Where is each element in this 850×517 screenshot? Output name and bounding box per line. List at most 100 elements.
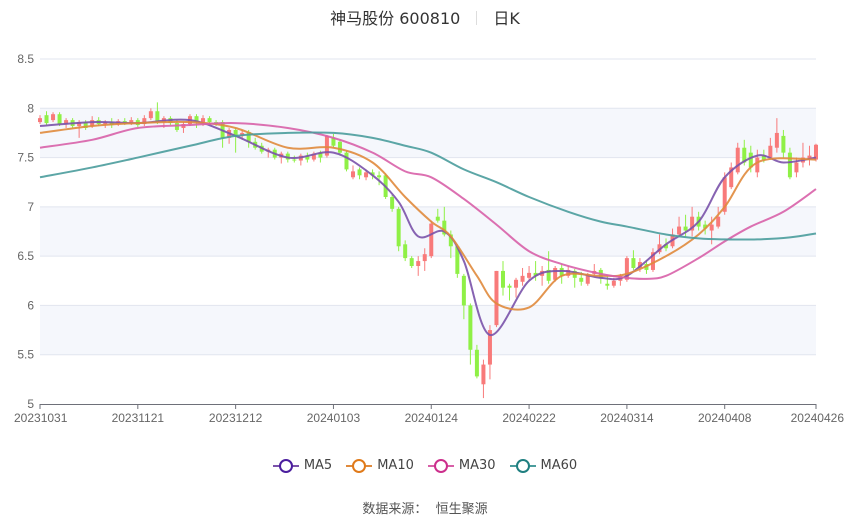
candle-down[interactable] — [233, 128, 238, 153]
candle-down[interactable] — [461, 273, 466, 320]
candle-up[interactable] — [51, 112, 56, 123]
candle-up[interactable] — [148, 108, 153, 121]
candle-up[interactable] — [729, 162, 734, 190]
legend-item-ma60[interactable]: MA60 — [509, 458, 577, 473]
candle-body — [722, 177, 727, 212]
candle-up[interactable] — [690, 206, 695, 237]
candle-body — [416, 261, 421, 266]
candle-down[interactable] — [546, 251, 551, 284]
source-label: 数据来源： — [362, 502, 428, 517]
candle-body — [83, 122, 88, 128]
candle-down[interactable] — [331, 133, 336, 148]
candle-body — [455, 246, 460, 274]
grid-band — [40, 305, 816, 355]
candle-up[interactable] — [38, 115, 42, 125]
candle-body — [129, 120, 134, 124]
candle-up[interactable] — [677, 216, 682, 237]
candle-down[interactable] — [435, 208, 440, 223]
candle-body — [664, 244, 669, 249]
candle-down[interactable] — [455, 244, 460, 278]
candle-body — [305, 155, 310, 160]
candle-body — [38, 118, 42, 123]
candle-down[interactable] — [500, 261, 505, 296]
grid-band — [40, 108, 816, 158]
line-ma30 — [39, 121, 817, 280]
legend-item-ma10[interactable]: MA10 — [346, 458, 414, 473]
candle-up[interactable] — [311, 151, 316, 162]
candle-up[interactable] — [429, 220, 434, 259]
candle-down[interactable] — [403, 240, 408, 262]
candle-body — [155, 111, 160, 123]
candle-up[interactable] — [807, 145, 812, 166]
source-value: 恒生聚源 — [435, 502, 488, 517]
candle-body — [716, 216, 721, 227]
candle-down[interactable] — [631, 250, 636, 270]
candle-down[interactable] — [468, 303, 473, 365]
candle-body — [729, 167, 734, 188]
candle-body — [337, 141, 342, 153]
candle-down[interactable] — [377, 171, 382, 186]
period-tab[interactable]: 日K — [493, 9, 520, 28]
legend-marker-icon — [509, 458, 536, 473]
candle-down[interactable] — [305, 152, 310, 163]
candle-down[interactable] — [292, 155, 297, 163]
candle-down[interactable] — [787, 147, 792, 180]
candle-body — [461, 275, 466, 306]
candle-up[interactable] — [351, 165, 356, 180]
candle-down[interactable] — [390, 195, 395, 212]
candle-down[interactable] — [344, 150, 349, 172]
line-ma60 — [39, 131, 817, 241]
candle-down[interactable] — [357, 167, 362, 180]
candle-body — [709, 224, 714, 231]
candle-down[interactable] — [533, 261, 538, 281]
candle-body — [624, 258, 629, 280]
candle-down[interactable] — [559, 264, 564, 284]
candle-up[interactable] — [422, 248, 427, 271]
candle-up[interactable] — [494, 270, 499, 328]
candle-body — [507, 285, 512, 288]
candle-down[interactable] — [396, 206, 401, 252]
candle-down[interactable] — [409, 256, 414, 268]
candle-down[interactable] — [781, 129, 786, 158]
candle-body — [429, 223, 434, 257]
candle-body — [520, 275, 525, 282]
candle-down[interactable] — [337, 139, 342, 156]
candle-up[interactable] — [650, 248, 655, 272]
candle-up[interactable] — [481, 359, 486, 399]
x-tick-label: 20240314 — [600, 411, 654, 425]
candle-up[interactable] — [553, 266, 558, 282]
candle-down[interactable] — [474, 344, 479, 379]
candle-body — [396, 208, 401, 247]
candle-up[interactable] — [514, 277, 519, 298]
candle-up[interactable] — [768, 137, 773, 160]
candle-up[interactable] — [142, 115, 147, 127]
y-tick-label: 6 — [27, 298, 34, 312]
legend-label: MA5 — [303, 458, 333, 473]
grid-band — [40, 206, 816, 257]
candle-down[interactable] — [44, 111, 49, 126]
candle-body — [77, 122, 82, 127]
candle-body — [787, 152, 792, 178]
candle-up[interactable] — [716, 206, 721, 229]
candle-up[interactable] — [592, 264, 597, 276]
candle-up[interactable] — [774, 118, 779, 153]
y-tick-label: 5.5 — [17, 348, 34, 362]
chart-title: 神马股份 600810 日K — [0, 5, 850, 29]
candle-up[interactable] — [416, 256, 421, 276]
candle-body — [761, 155, 766, 160]
candle-body — [174, 123, 179, 130]
candle-body — [377, 175, 382, 178]
candle-up[interactable] — [520, 267, 525, 286]
candle-body — [64, 120, 69, 125]
candle-up[interactable] — [735, 142, 740, 175]
legend-item-ma30[interactable]: MA30 — [427, 458, 496, 473]
candle-body — [605, 283, 610, 286]
candle-body — [768, 145, 773, 158]
candle-body — [370, 172, 375, 176]
candle-body — [409, 258, 414, 266]
candle-down[interactable] — [507, 283, 512, 301]
candle-up[interactable] — [527, 266, 532, 280]
candle-up[interactable] — [540, 266, 545, 286]
legend-item-ma5[interactable]: MA5 — [272, 458, 333, 473]
legend-marker-icon — [427, 458, 454, 473]
